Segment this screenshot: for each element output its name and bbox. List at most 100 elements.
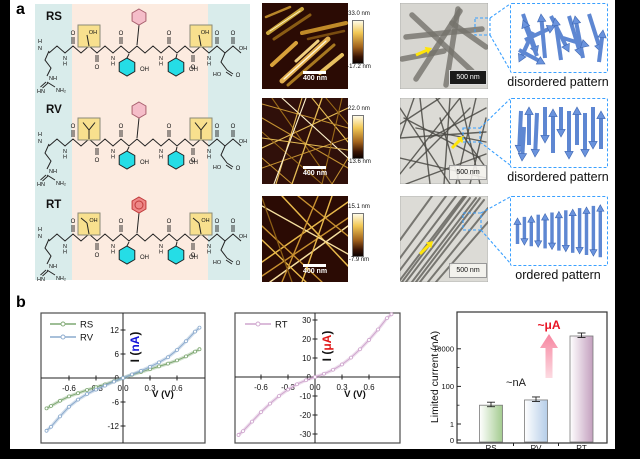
svg-text:N: N	[63, 149, 67, 155]
afm-scalebar-rs	[303, 71, 326, 74]
svg-text:HO: HO	[213, 72, 222, 78]
svg-text:OH: OH	[201, 218, 209, 224]
black-strip-right	[615, 0, 640, 459]
panel-a-label: a	[16, 1, 25, 18]
svg-text:O: O	[231, 31, 236, 37]
svg-text:O: O	[119, 124, 124, 130]
pattern-arrows-rt	[513, 204, 605, 258]
svg-text:N: N	[111, 244, 115, 250]
svg-text:O: O	[191, 253, 196, 259]
svg-text:NH₂: NH₂	[56, 276, 66, 282]
tem-scale-label-rv: 500 nm	[449, 165, 487, 180]
tem-scale-label-rs: 500 nm	[449, 70, 487, 85]
svg-text:-0.3: -0.3	[89, 384, 103, 393]
afm-scale-label-rs: 400 nm	[302, 75, 328, 82]
svg-text:10: 10	[302, 354, 311, 363]
afm-colorbar-rv	[352, 115, 364, 159]
svg-text:0.6: 0.6	[363, 383, 375, 392]
tem-scale-label-rt: 500 nm	[449, 263, 487, 278]
svg-text:O: O	[191, 158, 196, 164]
svg-text:O: O	[71, 31, 76, 37]
svg-text:0: 0	[307, 373, 312, 382]
svg-text:I (nA): I (nA)	[128, 332, 142, 363]
afm-colorbar-max-rt: 15.1 nm	[348, 204, 370, 210]
svg-text:HN: HN	[37, 277, 45, 283]
svg-text:H: H	[159, 155, 163, 161]
limited-current-bar-chart: 0110010000RSRVRTLimited current (nA)~nA~…	[429, 311, 608, 453]
svg-text:12: 12	[110, 326, 119, 335]
svg-text:O: O	[95, 158, 100, 164]
afm-scale-label-rv: 400 nm	[302, 170, 328, 177]
svg-text:OH: OH	[189, 67, 198, 73]
svg-text:H: H	[111, 155, 115, 161]
svg-text:N: N	[159, 56, 163, 62]
svg-text:V (V): V (V)	[344, 389, 366, 400]
svg-text:NH: NH	[49, 264, 57, 270]
iv-chart-ua: -0.6 -0.3 0.0 0.3 0.6 -30 -20 -10 0 10 20 30 RT I (μA…	[234, 312, 401, 444]
svg-text:RS: RS	[46, 11, 62, 23]
iv-chart-na: -0.6 -0.3 0.0 0.3 0.6 -12 -6 0 6 12 RS RV I (nA) V (V…	[40, 312, 206, 444]
svg-text:OH: OH	[89, 30, 97, 36]
pattern-arrows-rv	[514, 106, 606, 162]
svg-text:N: N	[159, 149, 163, 155]
svg-text:Limited current (nA): Limited current (nA)	[429, 331, 441, 423]
svg-text:O: O	[167, 219, 172, 225]
svg-text:O: O	[95, 253, 100, 259]
svg-text:O: O	[191, 65, 196, 71]
svg-text:N: N	[63, 244, 67, 250]
svg-text:H: H	[159, 62, 163, 68]
svg-text:N: N	[63, 56, 67, 62]
svg-text:30: 30	[302, 316, 311, 325]
pattern-arrows-rs	[518, 13, 607, 65]
black-strip-left	[0, 0, 10, 459]
svg-text:H: H	[63, 62, 67, 68]
svg-text:RV: RV	[80, 333, 94, 344]
svg-text:N: N	[38, 234, 42, 240]
svg-text:O: O	[231, 124, 236, 130]
svg-text:O: O	[231, 219, 236, 225]
afm-image-rs	[262, 3, 348, 89]
svg-text:NH₂: NH₂	[56, 88, 66, 94]
svg-text:H: H	[207, 62, 211, 68]
afm-scalebar-rt	[303, 264, 326, 267]
svg-text:N: N	[38, 139, 42, 145]
svg-text:H: H	[38, 227, 42, 233]
svg-text:0.3: 0.3	[336, 383, 348, 392]
svg-text:NH: NH	[49, 76, 57, 82]
svg-text:O: O	[215, 124, 220, 130]
svg-text:-30: -30	[299, 430, 311, 439]
svg-text:O: O	[71, 219, 76, 225]
svg-text:HN: HN	[37, 182, 45, 188]
svg-text:HO: HO	[213, 165, 222, 171]
afm-colorbar-rt	[352, 213, 364, 257]
svg-text:-0.3: -0.3	[281, 383, 295, 392]
svg-text:OH: OH	[140, 67, 149, 73]
svg-text:OH: OH	[201, 30, 209, 36]
svg-text:-12: -12	[107, 422, 119, 431]
svg-text:H: H	[63, 250, 67, 256]
svg-text:-0.6: -0.6	[62, 384, 76, 393]
afm-scalebar-rv	[303, 166, 326, 169]
svg-text:OH: OH	[89, 218, 97, 224]
svg-text:H: H	[207, 250, 211, 256]
svg-text:OH: OH	[239, 46, 247, 52]
svg-text:N: N	[159, 244, 163, 250]
svg-text:-0.6: -0.6	[254, 383, 268, 392]
svg-text:O: O	[167, 31, 172, 37]
svg-text:0.3: 0.3	[144, 384, 156, 393]
svg-text:-10: -10	[299, 392, 311, 401]
svg-text:N: N	[38, 46, 42, 52]
svg-text:H: H	[38, 132, 42, 138]
svg-text:OH: OH	[189, 255, 198, 261]
afm-colorbar-min-rt: -7.9 nm	[348, 257, 370, 263]
svg-text:0: 0	[115, 374, 120, 383]
svg-text:RT: RT	[46, 199, 61, 211]
svg-text:H: H	[207, 155, 211, 161]
svg-text:0: 0	[450, 436, 454, 445]
pattern-caption-rs: disordered pattern	[507, 75, 609, 89]
afm-image-rv	[262, 98, 348, 184]
svg-text:OH: OH	[239, 139, 247, 145]
